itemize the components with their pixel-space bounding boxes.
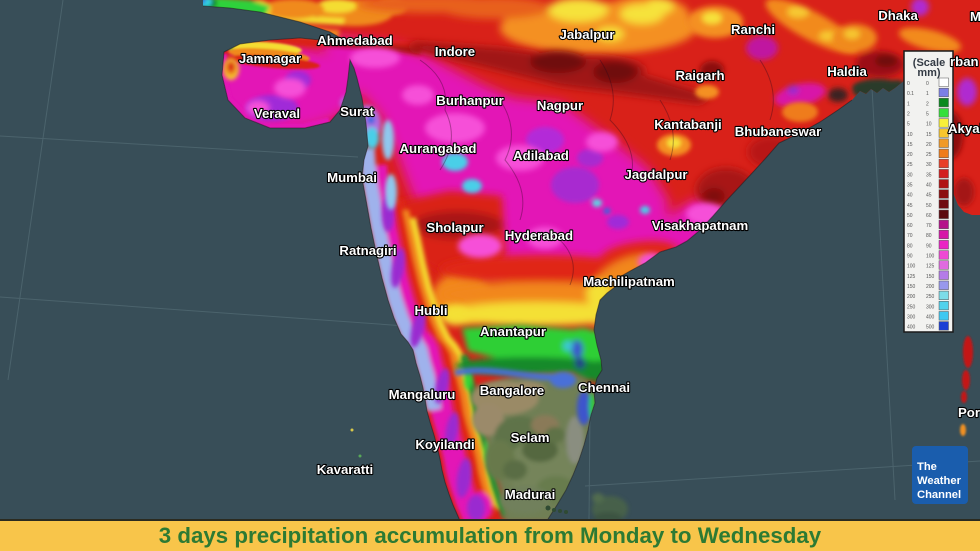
svg-text:15: 15 [907,142,913,148]
svg-text:Anantapur: Anantapur [480,324,546,339]
svg-text:Bangalore: Bangalore [480,383,545,398]
svg-text:Hubli: Hubli [415,303,448,318]
svg-text:Kavaratti: Kavaratti [317,462,373,477]
svg-text:300: 300 [926,304,935,310]
svg-text:Madurai: Madurai [505,487,556,502]
svg-text:25: 25 [926,152,932,158]
svg-text:250: 250 [926,294,935,300]
svg-text:400: 400 [907,325,916,331]
svg-text:25: 25 [907,162,913,168]
svg-text:0.1: 0.1 [907,91,914,97]
svg-text:10: 10 [907,132,913,138]
svg-text:2: 2 [907,112,910,118]
svg-text:250: 250 [907,304,916,310]
svg-text:5: 5 [907,122,910,128]
svg-text:Burhanpur: Burhanpur [436,93,503,108]
svg-text:Mangaluru: Mangaluru [389,387,456,402]
svg-text:Indore: Indore [435,44,475,59]
svg-text:Raigarh: Raigarh [675,68,724,83]
svg-text:100: 100 [926,254,935,260]
svg-text:Ranchi: Ranchi [731,22,775,37]
svg-text:80: 80 [907,243,913,249]
svg-text:Port Blair: Port Blair [958,405,980,420]
svg-text:50: 50 [926,203,932,209]
svg-text:40: 40 [907,193,913,199]
svg-text:The: The [917,461,937,473]
svg-text:200: 200 [907,294,916,300]
svg-text:70: 70 [926,223,932,229]
svg-text:45: 45 [926,193,932,199]
svg-text:Chennai: Chennai [578,380,630,395]
svg-text:Nagpur: Nagpur [537,98,583,113]
svg-text:40: 40 [926,183,932,189]
svg-text:Jabalpur: Jabalpur [560,27,615,42]
svg-text:Surat: Surat [340,104,374,119]
svg-text:Jamnagar: Jamnagar [239,51,301,66]
svg-text:Aurangabad: Aurangabad [400,141,477,156]
svg-text:45: 45 [907,203,913,209]
svg-text:Adilabad: Adilabad [513,148,569,163]
svg-text:Bhubaneswar: Bhubaneswar [735,124,821,139]
svg-text:60: 60 [926,213,932,219]
svg-text:70: 70 [907,233,913,239]
svg-text:0: 0 [926,81,929,87]
svg-text:Kantabanji: Kantabanji [654,117,721,132]
svg-text:mm): mm) [917,67,941,79]
svg-text:90: 90 [926,243,932,249]
svg-text:Machilipatnam: Machilipatnam [583,274,675,289]
svg-text:Koyilandi: Koyilandi [415,437,474,452]
svg-text:50: 50 [907,213,913,219]
svg-text:30: 30 [926,162,932,168]
svg-text:35: 35 [926,172,932,178]
svg-text:Mumbai: Mumbai [327,170,377,185]
svg-text:300: 300 [907,315,916,321]
svg-text:Ahmedabad: Ahmedabad [317,33,392,48]
svg-text:60: 60 [907,223,913,229]
svg-text:150: 150 [926,274,935,280]
svg-text:Ratnagiri: Ratnagiri [339,243,396,258]
svg-text:1: 1 [926,91,929,97]
svg-text:30: 30 [907,172,913,178]
svg-text:500: 500 [926,325,935,331]
svg-text:100: 100 [907,264,916,270]
svg-text:10: 10 [926,122,932,128]
svg-text:Haldia: Haldia [827,64,867,79]
svg-text:Akyab: Akyab [948,121,980,136]
svg-text:(Scale: (Scale [913,57,945,69]
svg-text:1: 1 [907,101,910,107]
svg-text:Weather: Weather [917,475,962,487]
svg-text:150: 150 [907,284,916,290]
svg-text:35: 35 [907,183,913,189]
svg-text:400: 400 [926,315,935,321]
svg-text:20: 20 [926,142,932,148]
svg-text:80: 80 [926,233,932,239]
svg-text:Veraval: Veraval [254,106,300,121]
svg-text:Selam: Selam [511,430,550,445]
svg-text:Dhaka: Dhaka [878,8,918,23]
svg-text:Visakhapatnam: Visakhapatnam [652,218,749,233]
svg-text:rban: rban [950,54,979,69]
svg-text:Mand: Mand [970,9,980,24]
svg-text:125: 125 [907,274,916,280]
svg-text:200: 200 [926,284,935,290]
svg-text:20: 20 [907,152,913,158]
svg-text:Hyderabad: Hyderabad [505,228,573,243]
svg-text:Jagdalpur: Jagdalpur [624,167,687,182]
svg-text:2: 2 [926,101,929,107]
svg-text:Sholapur: Sholapur [426,220,483,235]
svg-text:90: 90 [907,254,913,260]
svg-text:5: 5 [926,112,929,118]
svg-text:15: 15 [926,132,932,138]
svg-text:125: 125 [926,264,935,270]
svg-text:Channel: Channel [917,489,961,501]
svg-text:0: 0 [907,81,910,87]
